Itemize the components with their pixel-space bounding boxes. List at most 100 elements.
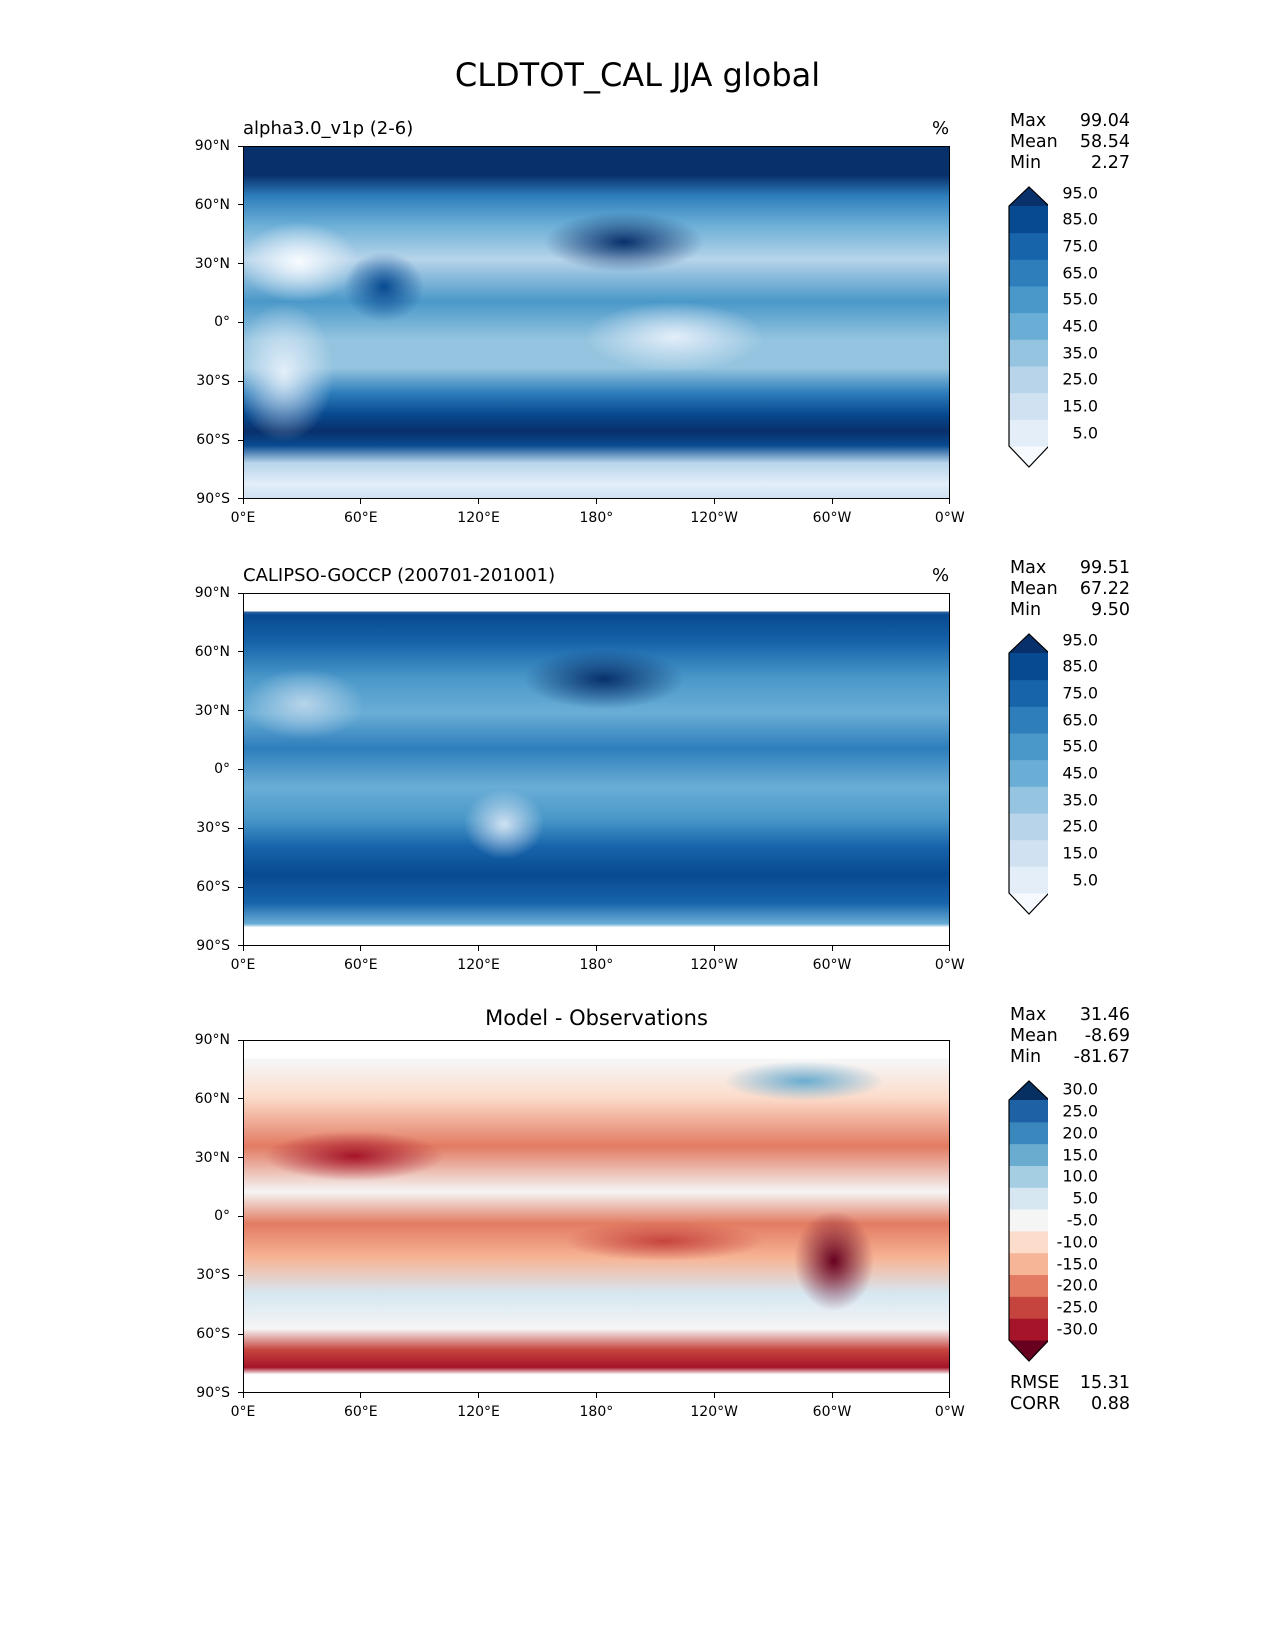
- stats-box: Max 31.46 Mean -8.69 Min -81.67: [1010, 1005, 1130, 1068]
- colorbar-segment: [1009, 813, 1048, 841]
- y-tick-label: 90°S: [196, 1384, 230, 1401]
- x-tick-label: 0°E: [230, 1404, 256, 1420]
- colorbar-segment: [1009, 733, 1048, 761]
- colorbar-tick-label: 20.0: [1062, 1123, 1098, 1143]
- colorbar-tick-label: -10.0: [1056, 1232, 1098, 1252]
- colorbar-segment: [1009, 706, 1048, 734]
- y-tick-label: 60°N: [194, 643, 230, 660]
- stat-row-min: Min 9.50: [1010, 600, 1130, 621]
- x-tick-label: 60°W: [812, 1404, 852, 1420]
- y-tick-label: 60°S: [196, 879, 230, 895]
- colorbar-segment: [1009, 1230, 1048, 1254]
- x-tick-mark: [478, 499, 480, 504]
- x-tick-label: 0°W: [934, 957, 965, 973]
- stat-row-max: Max 99.51: [1010, 558, 1130, 579]
- y-tick-mark: [238, 592, 243, 594]
- colorbar-segment: [1009, 1209, 1048, 1232]
- metric-row-rmse: RMSE 15.31: [1010, 1373, 1130, 1394]
- y-tick-label: 60°N: [194, 1090, 230, 1107]
- x-tick-mark: [242, 1393, 244, 1398]
- colorbar-tick-label: 10.0: [1062, 1166, 1098, 1186]
- y-tick-mark: [238, 827, 243, 829]
- y-tick-label: 30°N: [194, 1149, 230, 1166]
- x-tick-mark: [360, 946, 362, 951]
- y-tick-label: 30°S: [196, 1267, 230, 1284]
- stat-value: 99.51: [1079, 558, 1130, 578]
- map-panel-2: [243, 593, 950, 946]
- colorbar-segment: [1009, 259, 1048, 287]
- stats-box: Max 99.04 Mean 58.54 Min 2.27: [1010, 111, 1130, 174]
- x-tick-mark: [478, 1393, 480, 1398]
- metrics-box: RMSE 15.31 CORR 0.88: [1010, 1373, 1130, 1415]
- y-tick-label: 90°N: [194, 585, 230, 601]
- stat-row-min: Min 2.27: [1010, 153, 1130, 174]
- y-tick-mark: [238, 1274, 243, 1276]
- colorbar-segment: [1009, 206, 1048, 234]
- colorbar-segment: [1009, 1143, 1048, 1166]
- y-tick-mark: [238, 498, 243, 500]
- colorbar-tick-label: -15.0: [1056, 1254, 1098, 1274]
- x-tick-label: 120°W: [690, 957, 738, 973]
- x-tick-mark: [360, 1393, 362, 1398]
- colorbar-tick-label: 15.0: [1062, 1145, 1098, 1165]
- x-tick-mark: [360, 499, 362, 504]
- x-tick-label: 180°: [579, 957, 614, 973]
- x-tick-mark: [949, 1393, 951, 1398]
- y-tick-mark: [238, 321, 243, 323]
- colorbar-segment: [1009, 339, 1048, 367]
- metric-value: 0.88: [1091, 1394, 1130, 1414]
- colorbar-tick-label: 75.0: [1062, 683, 1098, 703]
- stat-label: Mean: [1010, 579, 1058, 599]
- y-tick-label: 30°N: [194, 255, 230, 272]
- stat-value: -81.67: [1073, 1047, 1130, 1067]
- x-tick-mark: [242, 946, 244, 951]
- map-panel-1: [243, 146, 950, 499]
- colorbar-segment: [1009, 653, 1048, 681]
- colorbar-tick-label: -5.0: [1066, 1210, 1098, 1230]
- y-tick-label: 0°: [214, 314, 230, 331]
- x-tick-label: 120°E: [457, 1404, 500, 1420]
- colorbar: [1008, 1080, 1048, 1362]
- x-tick-label: 60°W: [812, 957, 852, 973]
- colorbar-segment: [1009, 286, 1048, 314]
- x-tick-mark: [595, 1393, 597, 1398]
- x-tick-label: 60°E: [343, 957, 378, 973]
- colorbar-segment: [1009, 1296, 1048, 1319]
- y-tick-label: 60°S: [196, 432, 230, 448]
- metric-label: RMSE: [1010, 1373, 1060, 1393]
- colorbar-segment: [1009, 446, 1048, 467]
- colorbar: [1008, 186, 1048, 468]
- y-tick-label: 60°S: [196, 1326, 230, 1342]
- x-tick-mark: [831, 946, 833, 951]
- colorbar-tick-label: 65.0: [1062, 263, 1098, 283]
- colorbar-tick-label: 65.0: [1062, 710, 1098, 730]
- y-tick-mark: [238, 145, 243, 147]
- x-tick-label: 60°E: [343, 510, 378, 526]
- x-tick-label: 120°E: [457, 957, 500, 973]
- colorbar-segment: [1009, 1252, 1048, 1276]
- x-tick-label: 180°: [579, 1404, 614, 1420]
- x-tick-mark: [831, 1393, 833, 1398]
- colorbar-segment: [1009, 679, 1048, 707]
- colorbar-tick-label: 5.0: [1072, 870, 1098, 890]
- y-tick-mark: [238, 1215, 243, 1217]
- stat-value: 99.04: [1079, 111, 1130, 131]
- stat-label: Min: [1010, 600, 1042, 620]
- colorbar-tick-label: 25.0: [1062, 816, 1098, 836]
- stats-box: Max 99.51 Mean 67.22 Min 9.50: [1010, 558, 1130, 621]
- stat-label: Max: [1010, 558, 1047, 578]
- colorbar-segment: [1009, 1081, 1048, 1100]
- x-tick-label: 120°W: [690, 510, 738, 526]
- y-tick-mark: [238, 945, 243, 947]
- colorbar-tick-label: 55.0: [1062, 736, 1098, 756]
- colorbar-segment: [1009, 1340, 1048, 1361]
- y-tick-label: 0°: [214, 1208, 230, 1225]
- colorbar-outline: [1008, 1080, 1048, 1362]
- colorbar-tick-label: 35.0: [1062, 343, 1098, 363]
- y-tick-mark: [238, 1039, 243, 1041]
- stat-label: Min: [1010, 153, 1042, 173]
- y-tick-mark: [238, 1333, 243, 1335]
- colorbar-tick-label: 45.0: [1062, 316, 1098, 336]
- y-tick-mark: [238, 1157, 243, 1159]
